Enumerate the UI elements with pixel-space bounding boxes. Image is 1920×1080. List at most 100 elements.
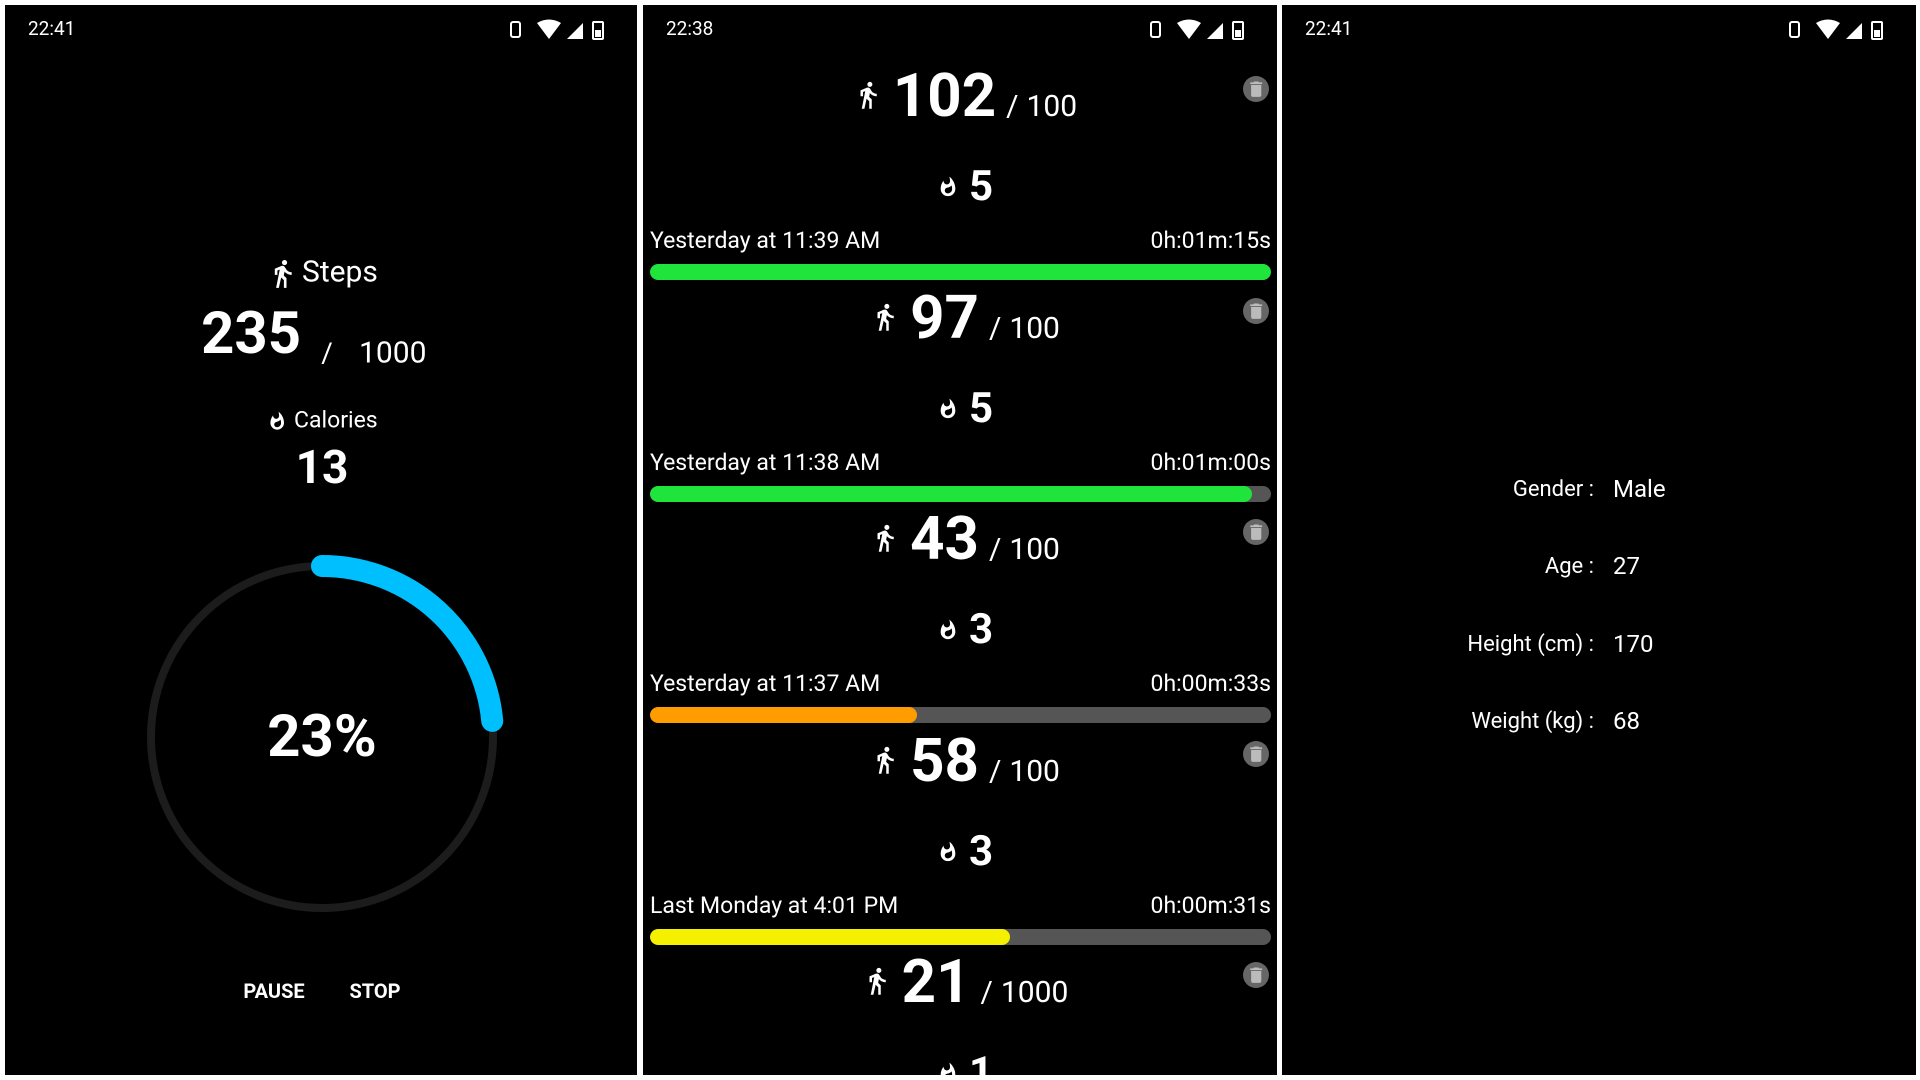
battery-level [595,30,601,37]
status-icons [1789,19,1883,40]
fire-icon [940,1063,956,1075]
entry-duration: 0h:01m:15s [1150,227,1271,254]
stop-button[interactable]: STOP [349,979,400,1003]
steps-row: 43/100 [643,503,1277,575]
field-value: Male [1613,475,1666,503]
steps-row: 21/1000 [643,946,1277,1018]
delete-shape [1250,967,1263,984]
delete-button[interactable] [1243,519,1269,546]
status-icons [510,19,604,40]
fire-icon-shape [940,619,956,640]
battery-icon [592,21,604,40]
entry-date: Yesterday at 11:37 AM [650,670,881,698]
walk-icon [274,259,292,288]
vibrate-icon [510,21,521,38]
battery-level [1874,30,1880,37]
signal-icon [1207,23,1223,39]
fire-icon-shape [940,398,956,418]
walk-icon-shape [869,968,886,996]
progress-fill [650,928,1011,945]
tracker: Steps 235 / 1000 Calories 13 23% PAUSE S… [147,255,504,1003]
calories-row: 5 [643,384,1277,434]
profile-screen: 22:41 Gender : Male Age : 27 Height (cm) : 17… [1282,5,1916,1075]
steps-row: 102 /100 [643,60,1277,131]
walk-icon-shape [877,303,894,331]
separator: / [988,532,1002,568]
progress-track [650,485,1271,502]
delete-shape [1250,524,1263,541]
fire-icon-shape [940,841,956,861]
entry-duration: 0h:00m:33s [1150,670,1271,698]
delete-button[interactable] [1243,76,1269,102]
field-label: Height (cm) : [1467,631,1594,657]
delete-shape [1250,746,1263,762]
steps-count: 102 [892,60,997,131]
calories-row: 3 [643,605,1277,655]
progress-arc [311,555,504,732]
delete-shape [1250,303,1263,319]
battery-icon [1232,21,1244,40]
progress-percent: 23% [267,703,376,771]
fire-icon [940,398,956,418]
walk-icon [860,81,877,109]
vibrate-icon [1789,21,1800,38]
status-icons [1150,19,1244,40]
calories-row: 3 [643,827,1277,877]
separator: / [988,753,1002,789]
fire-icon [940,176,956,197]
progress-track [650,264,1271,280]
steps-row: 58/100 [643,724,1277,796]
calories-count: 3 [968,605,994,655]
progress-fill [650,485,1253,502]
steps-goal: 100 [1026,89,1078,124]
delete-button[interactable] [1243,962,1269,989]
separator: / [988,310,1002,346]
status-time: 22:38 [666,17,714,40]
pause-button[interactable]: PAUSE [243,979,304,1003]
separator: / [1006,89,1019,124]
steps-goal: 1000 [1000,975,1069,1011]
history-screen: 22:38 102/100 5 Yesterday at 11:39 AM 0h:01… [643,5,1277,1075]
fire-icon [940,619,956,640]
steps-goal: 100 [1009,532,1060,568]
field-value: 27 [1613,552,1640,581]
separator: / [980,975,993,1011]
battery-icon [1871,21,1883,40]
progress-fill [650,707,918,724]
calories-count: 1 [968,1048,994,1075]
fire-icon [940,841,956,861]
delete-button[interactable] [1243,740,1269,767]
entry-duration: 0h:01m:00s [1150,448,1271,476]
wifi-icon [1177,19,1201,39]
delete-button[interactable] [1243,297,1269,324]
fire-icon-shape [940,1063,956,1075]
steps-count: 58 [910,724,979,796]
battery-level [1235,30,1241,37]
entry-date: Yesterday at 11:39 AM [650,227,881,254]
field-value: 68 [1613,706,1640,735]
walk-icon-shape [877,746,894,774]
walk-icon-shape [877,525,894,552]
vibrate-icon [1150,21,1161,38]
steps-goal: 100 [1009,753,1060,789]
calories-count: 13 [296,441,349,495]
walk-icon [877,525,894,552]
steps-count: 21 [901,946,971,1018]
calories-count: 5 [968,162,994,211]
steps-row: 97/100 [643,282,1277,353]
wifi-icon [1816,19,1840,39]
status-time: 22:41 [1305,17,1353,40]
calories-row: 1 [643,1048,1277,1075]
steps-count: 43 [910,503,979,575]
walk-shape [274,259,292,288]
field-label: Weight (kg) : [1471,708,1594,734]
tracker-screen: 22:41 Steps 235 / 1000 Calories 13 23% P… [5,5,637,1075]
walk-icon-shape [860,81,877,109]
entry-duration: 0h:00m:31s [1150,891,1271,919]
progress-track [650,707,1271,724]
field-value: 170 [1613,629,1654,658]
field-label: Gender : [1512,477,1594,502]
calories-count: 5 [968,383,994,433]
fire-icon-shape [940,176,956,197]
